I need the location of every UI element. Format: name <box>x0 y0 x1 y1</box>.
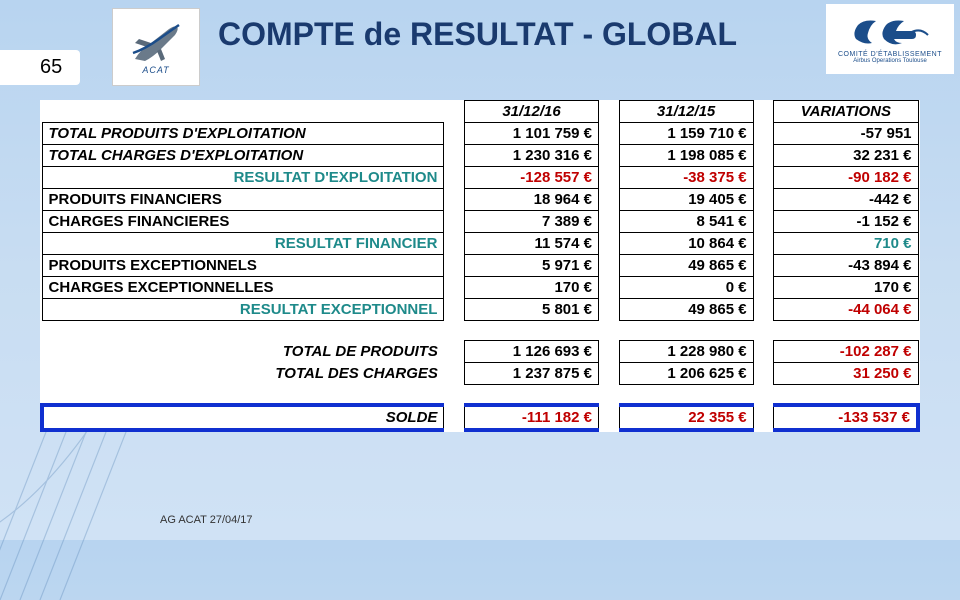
cell-c2: 1 198 085 € <box>619 145 753 167</box>
cell-c3: -44 064 € <box>774 299 918 321</box>
cell-c3: -43 894 € <box>774 255 918 277</box>
table-row: RESULTAT FINANCIER 11 574 € 10 864 € 710 € <box>42 233 918 255</box>
row-label: TOTAL PRODUITS D'EXPLOITATION <box>42 123 444 145</box>
row-label: CHARGES EXCEPTIONNELLES <box>42 277 444 299</box>
row-label: TOTAL DES CHARGES <box>42 363 444 385</box>
table-row: RESULTAT D'EXPLOITATION -128 557 € -38 375… <box>42 167 918 189</box>
footer-text: AG ACAT 27/04/17 <box>160 514 253 526</box>
cell-c3: 710 € <box>774 233 918 255</box>
row-label: RESULTAT EXCEPTIONNEL <box>42 299 444 321</box>
cell-c2: 49 865 € <box>619 255 753 277</box>
header-col3: VARIATIONS <box>774 101 918 123</box>
table-row: TOTAL DE PRODUITS 1 126 693 € 1 228 980 €-… <box>42 341 918 363</box>
table-row: TOTAL PRODUITS D'EXPLOITATION 1 101 759 €… <box>42 123 918 145</box>
cell-c3: 31 250 € <box>774 363 918 385</box>
slide-number: 65 <box>0 50 80 85</box>
row-label: RESULTAT D'EXPLOITATION <box>42 167 444 189</box>
row-label: TOTAL DE PRODUITS <box>42 341 444 363</box>
ce-icon <box>850 15 930 51</box>
row-label: PRODUITS FINANCIERS <box>42 189 444 211</box>
table-row: CHARGES FINANCIERES 7 389 € 8 541 € -1 152 … <box>42 211 918 233</box>
cell-c2: 10 864 € <box>619 233 753 255</box>
cell-c1: 1 101 759 € <box>465 123 599 145</box>
logo-acat-label: ACAT <box>142 65 169 75</box>
cell-c1: -128 557 € <box>465 167 599 189</box>
result-table: 31/12/16 31/12/15 VARIATIONS TOTAL PRODU… <box>40 100 920 432</box>
cell-c2: 19 405 € <box>619 189 753 211</box>
table-row: PRODUITS FINANCIERS 18 964 € 19 405 € -442 … <box>42 189 918 211</box>
spacer <box>42 321 918 341</box>
table-row: CHARGES EXCEPTIONNELLES 170 € 0 € 170 € <box>42 277 918 299</box>
row-label: PRODUITS EXCEPTIONNELS <box>42 255 444 277</box>
logo-ce-line1: COMITÉ D'ÉTABLISSEMENT <box>838 51 942 58</box>
cell-c1: 18 964 € <box>465 189 599 211</box>
cell-c3: -442 € <box>774 189 918 211</box>
cell-c1: 170 € <box>465 277 599 299</box>
row-label: TOTAL CHARGES D'EXPLOITATION <box>42 145 444 167</box>
cell-c3: -90 182 € <box>774 167 918 189</box>
header-col1: 31/12/16 <box>465 101 599 123</box>
cell-c1: 5 971 € <box>465 255 599 277</box>
cell-c1: 1 237 875 € <box>465 363 599 385</box>
cell-c1: 11 574 € <box>465 233 599 255</box>
logo-ce: COMITÉ D'ÉTABLISSEMENT Airbus Operations… <box>826 4 954 74</box>
cell-c3: 170 € <box>774 277 918 299</box>
cell-c3: 32 231 € <box>774 145 918 167</box>
spacer <box>42 385 918 405</box>
cell-c2: 49 865 € <box>619 299 753 321</box>
cell-c2: -38 375 € <box>619 167 753 189</box>
row-label: RESULTAT FINANCIER <box>42 233 444 255</box>
table-row: PRODUITS EXCEPTIONNELS 5 971 € 49 865 € -43… <box>42 255 918 277</box>
page-title: COMPTE de RESULTAT - GLOBAL <box>218 16 737 53</box>
header-col2: 31/12/15 <box>619 101 753 123</box>
cell-c3: -57 951 <box>774 123 918 145</box>
table-row: TOTAL DES CHARGES 1 237 875 € 1 206 625 € 3… <box>42 363 918 385</box>
cell-c2: 8 541 € <box>619 211 753 233</box>
cell-c2: 1 159 710 € <box>619 123 753 145</box>
cell-c2: 0 € <box>619 277 753 299</box>
cell-c1: 7 389 € <box>465 211 599 233</box>
cell-c2: 1 228 980 € <box>619 341 753 363</box>
table-row: RESULTAT EXCEPTIONNEL 5 801 € 49 865 € -44 … <box>42 299 918 321</box>
logo-ce-line2: Airbus Operations Toulouse <box>853 58 927 64</box>
airplane-icon <box>131 19 181 63</box>
table-header-row: 31/12/16 31/12/15 VARIATIONS <box>42 101 918 123</box>
cell-c1: 5 801 € <box>465 299 599 321</box>
cell-c3: -102 287 € <box>774 341 918 363</box>
cell-c1: 1 230 316 € <box>465 145 599 167</box>
row-label: CHARGES FINANCIERES <box>42 211 444 233</box>
cell-c3: -1 152 € <box>774 211 918 233</box>
logo-acat: ACAT <box>112 8 200 86</box>
cell-c1: 1 126 693 € <box>465 341 599 363</box>
cell-c2: 1 206 625 € <box>619 363 753 385</box>
table-row: TOTAL CHARGES D'EXPLOITATION 1 230 316 € 1… <box>42 145 918 167</box>
solde-row: SOLDE -111 182 € 22 355 € -133 537 € <box>42 405 918 430</box>
